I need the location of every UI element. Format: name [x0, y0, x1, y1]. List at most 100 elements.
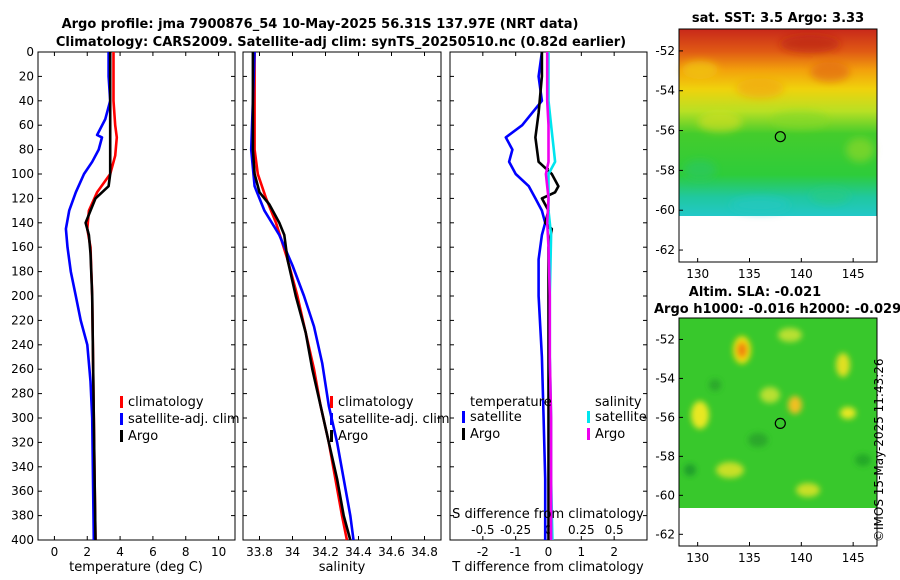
temperature-series [64, 52, 119, 541]
temperature-axes-frame [37, 51, 236, 541]
temperature-x-label: temperature (deg C) [69, 560, 203, 575]
x-tick-label: 0 [545, 545, 553, 559]
salinity-x-ticks: 33.8 34 34.2 34.4 34.6 34.8 [246, 52, 438, 559]
difference-series [504, 51, 560, 541]
legend-marker-s-satellite [587, 411, 590, 423]
x-tick-label: 34.6 [378, 545, 405, 559]
depth-tick-label: 0 [26, 45, 34, 59]
lat-tick-label: -52 [655, 44, 675, 58]
depth-tick-label: 180 [11, 265, 34, 279]
sla-map-frame [678, 317, 878, 547]
sla-map: Altim. SLA: -0.021 Argo h1000: -0.016 h2… [654, 285, 900, 565]
depth-tick-label: 40 [19, 94, 34, 108]
legend-climatology: climatology [338, 395, 414, 410]
x-tick-label: 2 [610, 545, 618, 559]
legend-marker-t-argo [462, 428, 465, 440]
figure-title: Argo profile: jma 7900876_54 10-May-2025… [62, 17, 579, 32]
lat-tick-label: -62 [655, 243, 675, 257]
sla-texture [684, 328, 871, 497]
legend-t-satellite: satellite [470, 410, 522, 425]
x-tick-label: 8 [182, 545, 190, 559]
series-line-t-satellite [504, 51, 547, 540]
depth-tick-label: 260 [11, 362, 34, 376]
sst-map-ticks: -52 -54 -56 -58 -60 -62 130 135 140 145 [655, 44, 864, 281]
difference-panel: -2 -1 0 1 2 -0.5 -0.25 0 0.25 0.5 S difference f… [449, 51, 648, 575]
legend-s-argo: Argo [595, 427, 625, 442]
imos-timestamp: ©IMOS 15-May-2025 11:43:26 [872, 358, 886, 542]
legend-satellite: satellite-adj. clim [128, 412, 240, 427]
temperature-x-ticks: 0 2 4 6 8 10 [51, 52, 226, 559]
lon-tick-label: 130 [686, 267, 709, 281]
lat-tick-label: -56 [655, 410, 675, 424]
lon-tick-label: 135 [738, 267, 761, 281]
s-tick-label: 0.25 [568, 523, 595, 537]
s-tick-label: -0.25 [500, 523, 531, 537]
legend-satellite: satellite-adj. clim [338, 412, 450, 427]
x-tick-label: -1 [510, 545, 522, 559]
legend-marker-satellite [330, 413, 333, 425]
salinity-x-label: salinity [319, 560, 366, 575]
depth-tick-label: 280 [11, 387, 34, 401]
s-difference-label: S difference from climatology [452, 507, 644, 522]
x-tick-label: 2 [83, 545, 91, 559]
sla-map-ticks: -52 -54 -56 -58 -60 -62 130 135 140 145 [655, 332, 864, 565]
depth-tick-label: 340 [11, 460, 34, 474]
sla-map-subtitle: Argo h1000: -0.016 h2000: -0.029 [654, 302, 900, 317]
legend-marker-climatology [120, 396, 123, 408]
depth-tick-label: 80 [19, 143, 34, 157]
series-line-argo [251, 52, 352, 541]
lat-tick-label: -56 [655, 124, 675, 138]
lon-tick-label: 145 [842, 267, 865, 281]
lat-tick-label: -54 [655, 371, 675, 385]
legend-marker-satellite [120, 413, 123, 425]
legend-marker-argo [120, 430, 123, 442]
depth-tick-label: 140 [11, 216, 34, 230]
salinity-legend: climatology satellite-adj. clim Argo [330, 395, 450, 444]
series-line-t-argo [534, 52, 560, 540]
depth-tick-label: 360 [11, 484, 34, 498]
s-tick-label: 0.5 [605, 523, 624, 537]
float-position-marker [774, 131, 786, 143]
x-tick-label: 34.8 [411, 545, 438, 559]
lat-tick-label: -58 [655, 449, 675, 463]
legend-marker-climatology [330, 396, 333, 408]
depth-tick-labels: 0 20 40 60 80 100 120 140 160 180 200 220 240 260 280 3… [11, 45, 34, 547]
lat-tick-label: -62 [655, 527, 675, 541]
lat-tick-label: -58 [655, 163, 675, 177]
depth-tick-label: 220 [11, 313, 34, 327]
difference-legend: temperature satellite Argo salinity sate… [462, 395, 647, 442]
sst-map-frame [678, 28, 878, 263]
x-tick-label: 34.4 [345, 545, 372, 559]
legend-argo: Argo [338, 429, 368, 444]
depth-tick-label: 100 [11, 167, 34, 181]
depth-tick-label: 120 [11, 191, 34, 205]
sst-map-title: sat. SST: 3.5 Argo: 3.33 [692, 11, 864, 26]
depth-tick-label: 300 [11, 411, 34, 425]
legend-climatology: climatology [128, 395, 204, 410]
float-position-marker [774, 417, 786, 429]
x-tick-label: 4 [116, 545, 124, 559]
x-tick-label: -2 [477, 545, 489, 559]
salinity-series [249, 51, 355, 541]
series-line-s-argo [544, 52, 553, 540]
lat-tick-label: -54 [655, 84, 675, 98]
legend-argo: Argo [128, 429, 158, 444]
lon-tick-label: 140 [790, 267, 813, 281]
legend-salinity-title: salinity [595, 395, 642, 410]
legend-s-satellite: satellite [595, 410, 647, 425]
depth-tick-label: 200 [11, 289, 34, 303]
depth-tick-label: 380 [11, 509, 34, 523]
legend-marker-argo [330, 430, 333, 442]
s-tick-label: -0.5 [471, 523, 494, 537]
lon-tick-label: 145 [842, 551, 865, 565]
temperature-panel: 0204060801001201401601802002202402602803… [11, 45, 240, 575]
depth-tick-label: 320 [11, 435, 34, 449]
legend-marker-t-satellite [462, 411, 465, 423]
salinity-panel: 33.8 34 34.2 34.4 34.6 34.8 salinity climatol… [242, 51, 450, 575]
x-tick-label: 33.8 [246, 545, 273, 559]
depth-tick-label: 60 [19, 118, 34, 132]
lat-tick-label: -60 [655, 203, 675, 217]
x-tick-label: 0 [51, 545, 59, 559]
series-line-satellite-adj-clim [249, 51, 355, 541]
